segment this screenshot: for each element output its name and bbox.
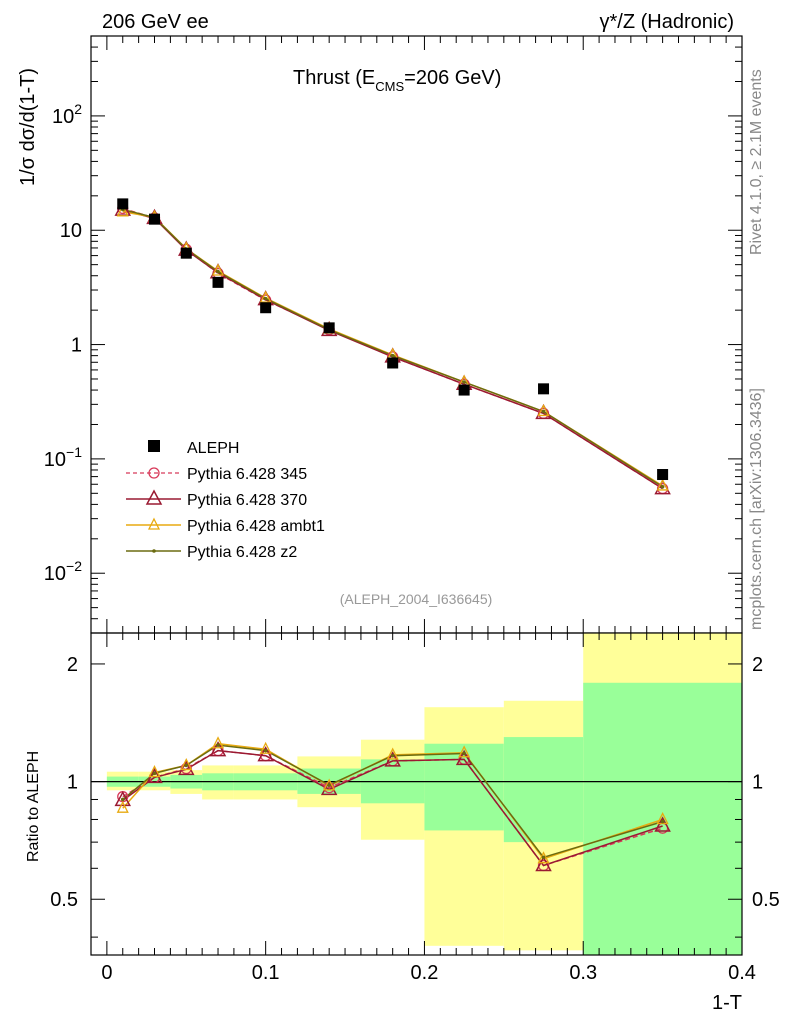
- ratio-point-z2-2: [184, 763, 189, 768]
- ratio-ytick-label-right: 1: [752, 772, 763, 794]
- main-point-ambt1-9: [656, 478, 669, 491]
- main-ytick-label: 10−1: [44, 444, 82, 471]
- ratio-ylabel: Ratio to ALEPH: [25, 751, 42, 862]
- ratio-point-p370-9: [654, 816, 671, 832]
- main-ytick-label: 10−2: [44, 558, 82, 585]
- rivet-label: Rivet 4.1.0, ≥ 2.1M events: [748, 69, 765, 255]
- legend-label-p345: Pythia 6.428 345: [187, 466, 307, 483]
- legend-label-aleph: ALEPH: [187, 440, 239, 457]
- aleph-point-0: [117, 198, 129, 210]
- mcplots-label: mcplots.cern.ch [arXiv:1306.3436]: [748, 388, 765, 630]
- ratio-ytick-label-left: 2: [67, 654, 78, 676]
- legend-label-z2: Pythia 6.428 z2: [187, 544, 297, 561]
- main-ytick-label: 102: [52, 101, 82, 128]
- legend-marker-ambt1: [147, 517, 161, 530]
- aleph-point-6: [387, 357, 399, 369]
- ratio-xtick-label: 0.3: [569, 962, 597, 984]
- ratio-point-ambt1-1: [148, 765, 161, 778]
- ratio-point-z2-6: [390, 753, 395, 758]
- ratio-point-ambt1-7: [458, 745, 471, 758]
- ratio-point-p370-8: [535, 855, 552, 872]
- main-ylabel: 1/σ dσ/d(1-T): [17, 68, 39, 186]
- aleph-point-2: [180, 247, 192, 259]
- aleph-point-8: [538, 383, 550, 395]
- ratio-point-ambt1-2: [180, 757, 193, 771]
- ratio-point-ambt1-0: [116, 800, 129, 813]
- ratio-point-p370-3: [209, 741, 227, 757]
- ratio-point-p370-7: [455, 749, 473, 766]
- ratio-point-z2-7: [462, 751, 466, 756]
- aleph-point-1: [149, 213, 161, 225]
- ratio-ytick-label-left: 1: [67, 772, 78, 794]
- main-point-z2-9: [660, 485, 665, 489]
- x-axis-label: 1-T: [712, 992, 742, 1014]
- ratio-point-z2-9: [660, 819, 665, 824]
- ratio-ytick-label-left: 0.5: [50, 889, 78, 911]
- ratio-xtick-label: 0.4: [728, 962, 756, 984]
- ratio-xtick-label: 0.1: [252, 962, 280, 984]
- ratio-point-z2-5: [327, 783, 331, 787]
- ratio-point-p370-4: [257, 746, 274, 762]
- aleph-point-7: [458, 384, 470, 396]
- ratio-point-z2-8: [541, 855, 546, 860]
- ratio-point-z2-0: [120, 797, 125, 802]
- band-inner-8: [503, 737, 584, 843]
- main-point-ambt1-4: [259, 290, 272, 303]
- ratio-line-z2: [122, 744, 663, 859]
- main-plot: 10−2 10−1 1 10 102: [44, 35, 743, 634]
- header-right: γ*/Z (Hadronic): [600, 11, 734, 33]
- ratio-xtick-label: 0.2: [411, 962, 439, 984]
- main-point-ambt1-3: [211, 263, 225, 276]
- main-ytick-label: 1: [71, 335, 82, 357]
- legend-marker-z2: [152, 549, 156, 553]
- ratio-point-z2-4: [263, 748, 268, 753]
- legend-marker-p345: [148, 467, 160, 479]
- main-point-z2-6: [390, 353, 395, 358]
- aleph-point-5: [323, 322, 335, 334]
- header-left: 206 GeV ee: [102, 11, 209, 33]
- ratio-ytick-label-right: 2: [752, 654, 763, 676]
- main-point-z2-7: [462, 380, 466, 384]
- main-point-z2-4: [263, 296, 268, 301]
- main-title: Thrust (ECMS=206 GeV): [293, 67, 501, 94]
- legend-label-ambt1: Pythia 6.428 ambt1: [187, 518, 325, 535]
- ratio-ytick-label-right: 0.5: [752, 889, 780, 911]
- ratio-point-ambt1-5: [323, 778, 336, 791]
- ratio-xtick-label: 0: [101, 962, 112, 984]
- ratio-point-ambt1-3: [211, 736, 225, 749]
- ratio-point-p370-0: [114, 790, 132, 807]
- legend-marker-p370: [145, 489, 163, 505]
- aleph-point-4: [260, 302, 272, 314]
- main-point-ambt1-0: [116, 204, 129, 217]
- aleph-point-9: [657, 469, 669, 481]
- main-point-z2-3: [216, 269, 220, 274]
- ratio-point-ambt1-9: [656, 812, 669, 825]
- main-point-ambt1-8: [537, 403, 550, 417]
- main-ytick-label: 10: [60, 220, 82, 242]
- legend: ALEPH Pythia 6.428 345 Pythia 6.428 370 …: [126, 440, 325, 561]
- ratio-line-p370: [122, 749, 663, 867]
- ratio-point-ambt1-4: [259, 741, 272, 754]
- analysis-tag: (ALEPH_2004_I636645): [340, 591, 493, 607]
- ratio-point-z2-1: [152, 771, 157, 776]
- ratio-point-ambt1-6: [386, 747, 399, 760]
- ratio-plot: 0 0.1 0.2 0.3 0.4 0.5 0.5 1 1 2 2: [50, 632, 780, 984]
- ratio-point-z2-3: [216, 743, 220, 747]
- main-line-z2: [122, 208, 664, 488]
- aleph-point-3: [212, 276, 224, 288]
- ratio-frame: [90, 632, 743, 956]
- ratio-point-ambt1-8: [537, 851, 550, 864]
- legend-marker-aleph: [148, 440, 160, 452]
- legend-label-p370: Pythia 6.428 370: [187, 492, 307, 509]
- main-point-z2-8: [541, 409, 546, 414]
